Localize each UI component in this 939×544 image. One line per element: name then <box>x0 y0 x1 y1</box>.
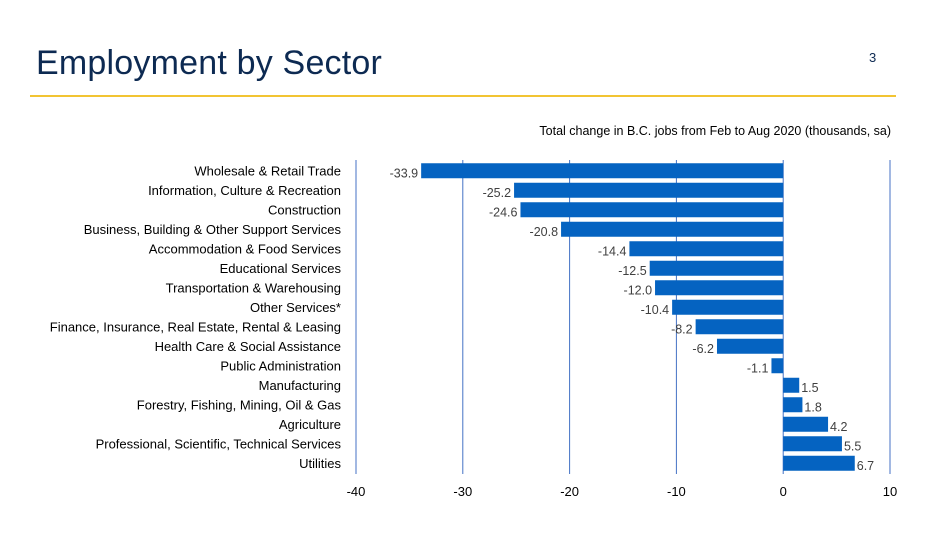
bar <box>783 455 855 471</box>
x-tick-label: 10 <box>883 484 897 499</box>
x-tick-label: 0 <box>780 484 787 499</box>
bar <box>783 416 829 432</box>
bar <box>771 358 784 374</box>
category-label: Transportation & Warehousing <box>166 280 341 295</box>
data-label: -12.0 <box>624 283 653 297</box>
data-label: -10.4 <box>641 303 670 317</box>
data-label: 1.5 <box>801 381 818 395</box>
bar <box>514 182 784 198</box>
bar <box>672 299 784 315</box>
category-label: Educational Services <box>220 261 342 276</box>
bar <box>629 241 784 257</box>
chart-category-labels: Wholesale & Retail Trade Information, Cul… <box>50 163 342 471</box>
slide-title: Employment by Sector <box>36 44 383 82</box>
data-label: -14.4 <box>598 244 627 258</box>
bar <box>783 436 842 452</box>
category-label: Utilities <box>299 456 341 471</box>
bar <box>783 397 803 413</box>
chart-value-labels: -33.9 -25.2 -24.6 -20.8 -14.4 -12.5 -12.0 -10.4… <box>390 166 875 473</box>
bar <box>695 319 784 335</box>
category-label: Public Administration <box>220 358 341 373</box>
chart-x-axis: -40 -30 -20 -10 0 10 <box>347 484 898 499</box>
category-label: Agriculture <box>279 417 341 432</box>
x-tick-label: -10 <box>667 484 686 499</box>
data-label: -20.8 <box>530 225 559 239</box>
bar <box>561 221 784 237</box>
x-tick-label: -20 <box>560 484 579 499</box>
category-label: Accommodation & Food Services <box>149 241 342 256</box>
bar <box>421 163 784 179</box>
category-label: Construction <box>268 202 341 217</box>
category-label: Professional, Scientific, Technical Serv… <box>96 436 342 451</box>
chart-title: Total change in B.C. jobs from Feb to Au… <box>539 124 891 138</box>
bar <box>716 338 784 354</box>
category-label: Other Services* <box>250 300 341 315</box>
data-label: -8.2 <box>671 322 693 336</box>
bar <box>520 202 784 218</box>
bar <box>783 377 800 393</box>
data-label: -12.5 <box>618 264 647 278</box>
slide-number: 3 <box>869 50 877 65</box>
title-divider <box>30 95 896 97</box>
data-label: 1.8 <box>804 400 821 414</box>
data-label: -25.2 <box>483 186 512 200</box>
data-label: -1.1 <box>747 361 769 375</box>
category-label: Information, Culture & Recreation <box>148 183 341 198</box>
category-label: Wholesale & Retail Trade <box>194 163 341 178</box>
category-label: Business, Building & Other Support Servi… <box>84 222 342 237</box>
category-label: Health Care & Social Assistance <box>155 339 341 354</box>
data-label: 4.2 <box>830 420 847 434</box>
data-label: -6.2 <box>692 342 714 356</box>
x-tick-label: -30 <box>453 484 472 499</box>
bar <box>649 260 784 276</box>
chart-bars <box>421 163 855 471</box>
category-label: Forestry, Fishing, Mining, Oil & Gas <box>137 397 342 412</box>
category-label: Finance, Insurance, Real Estate, Rental … <box>50 319 341 334</box>
data-label: 5.5 <box>844 439 861 453</box>
x-tick-label: -40 <box>347 484 366 499</box>
data-label: -24.6 <box>489 205 518 219</box>
bar <box>655 280 784 296</box>
data-label: -33.9 <box>390 166 419 180</box>
data-label: 6.7 <box>857 459 874 473</box>
category-label: Manufacturing <box>259 378 341 393</box>
